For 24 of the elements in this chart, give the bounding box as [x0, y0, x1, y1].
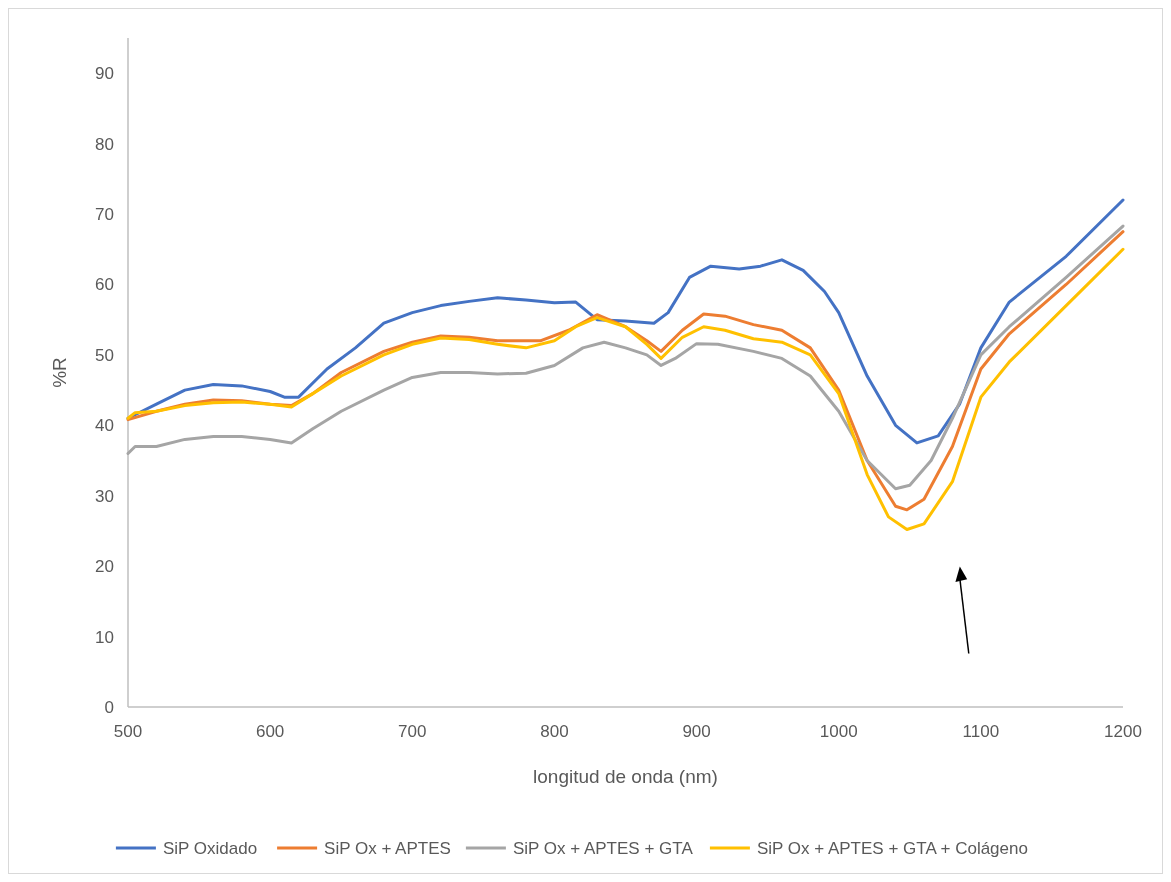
y-tick-label: 40: [95, 416, 114, 436]
x-tick-label: 1100: [962, 722, 1000, 741]
y-tick-label: 10: [95, 627, 114, 647]
y-tick-label: 70: [95, 205, 114, 224]
x-tick-label: 900: [682, 722, 711, 741]
legend-label: SiP Ox + APTES: [324, 838, 451, 858]
x-tick-label: 1200: [1104, 722, 1142, 741]
y-tick-label: 90: [95, 64, 114, 84]
legend-label: SiP Oxidado: [162, 838, 258, 858]
legend-label: SiP Ox + APTES + GTA + Colágeno: [756, 838, 1028, 858]
y-axis-title: %R: [49, 357, 70, 388]
y-tick-label: 0: [104, 697, 114, 717]
x-tick-label: 600: [255, 722, 285, 741]
legend-label: SiP Ox + APTES + GTA: [512, 838, 694, 858]
x-tick-label: 800: [540, 722, 569, 741]
y-tick-label: 60: [95, 275, 114, 295]
y-tick-label: 80: [95, 134, 114, 154]
x-tick-label: 1000: [819, 722, 858, 741]
x-tick-label: 700: [398, 722, 427, 741]
y-tick-label: 30: [95, 486, 114, 506]
x-axis-title: longitud de onda (nm): [533, 766, 718, 787]
y-tick-label: 50: [95, 345, 114, 365]
y-tick-label: 20: [95, 557, 114, 577]
x-tick-label: 500: [113, 722, 143, 741]
